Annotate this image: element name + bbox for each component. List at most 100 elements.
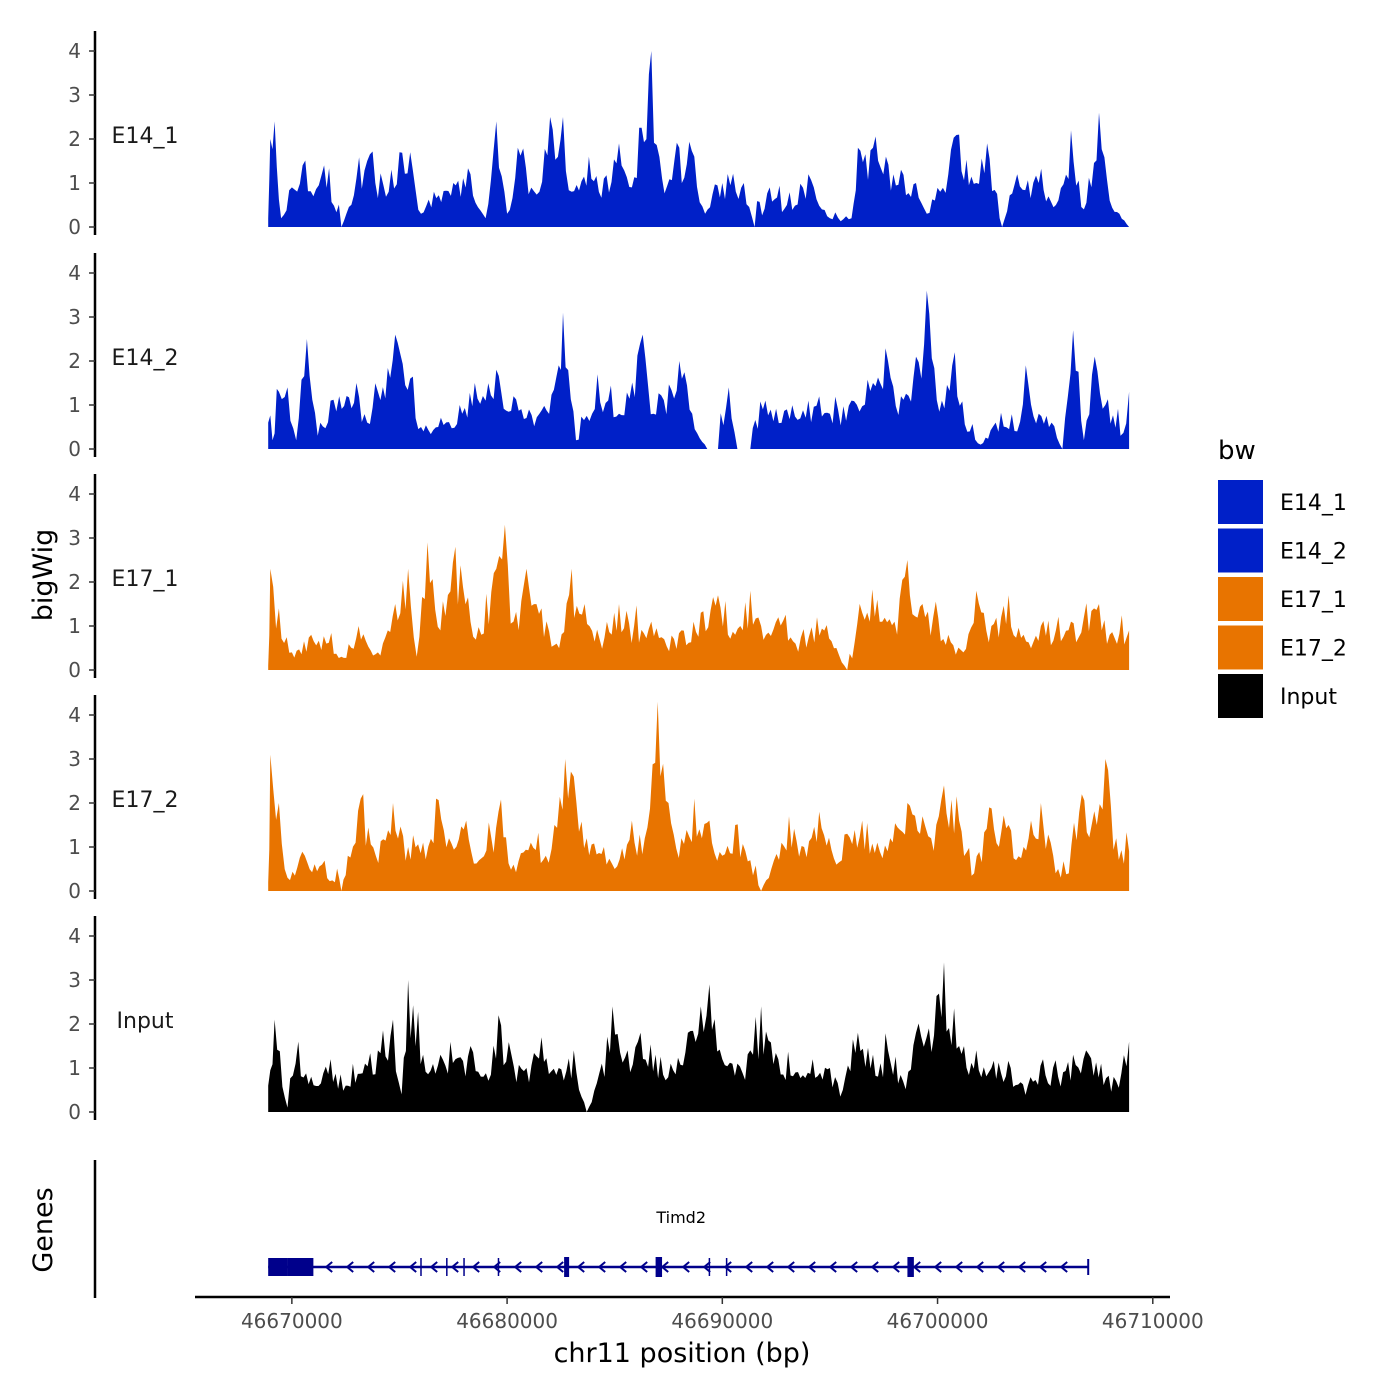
legend-label: E14_1 <box>1280 491 1347 516</box>
y-tick-label: 4 <box>68 39 81 63</box>
y-tick-label: 0 <box>68 215 81 239</box>
legend-item: E14_2 <box>1218 528 1347 573</box>
legend-title: bw <box>1218 436 1256 466</box>
genes-axis-title: Genes <box>28 1187 59 1272</box>
coverage-area <box>268 51 1130 227</box>
strand-arrow <box>975 1261 984 1273</box>
strand-arrow <box>660 1261 669 1273</box>
strand-arrow <box>555 1261 564 1273</box>
legend-label: Input <box>1280 685 1337 710</box>
y-tick-label: 2 <box>68 570 81 594</box>
y-tick-label: 4 <box>68 924 81 948</box>
y-tick-label: 0 <box>68 437 81 461</box>
y-tick-label: 0 <box>68 1100 81 1124</box>
legend-swatch <box>1218 674 1263 718</box>
legend-swatch <box>1218 480 1263 524</box>
y-tick-label: 0 <box>68 879 81 903</box>
strand-arrow <box>1059 1261 1068 1273</box>
strand-arrow <box>870 1261 879 1273</box>
strand-arrow <box>366 1261 375 1273</box>
strand-arrow <box>933 1261 942 1273</box>
x-axis: 46670000 46680000 46690000 46700000 46710000 <box>195 1295 1204 1333</box>
y-tick-label: 1 <box>68 614 81 638</box>
strand-arrow <box>597 1261 606 1273</box>
strand-arrow <box>1017 1261 1026 1273</box>
coverage-area <box>268 962 1130 1112</box>
strand-arrow <box>828 1261 837 1273</box>
exon <box>907 1257 914 1277</box>
y-tick-label: 1 <box>68 1056 81 1080</box>
strand-arrow <box>408 1261 417 1273</box>
x-tick-label: 46700000 <box>887 1309 989 1333</box>
legend-label: E17_1 <box>1280 588 1347 613</box>
track-label: E17_1 <box>112 567 179 592</box>
y-tick-label: 3 <box>68 526 81 550</box>
y-tick-label: 1 <box>68 393 81 417</box>
exon <box>564 1257 570 1277</box>
y-tick-label: 2 <box>68 791 81 815</box>
strand-arrow <box>744 1261 753 1273</box>
legend-item: Input <box>1218 674 1337 718</box>
strand-arrow <box>702 1261 711 1273</box>
strand-arrow <box>912 1261 921 1273</box>
strand-arrow <box>639 1261 648 1273</box>
exon <box>655 1257 663 1277</box>
strand-arrow <box>807 1261 816 1273</box>
strand-arrow <box>1038 1261 1047 1273</box>
y-axis-title: bigWig <box>28 529 59 622</box>
track-label: E14_1 <box>112 124 179 149</box>
track-label: E14_2 <box>112 346 179 371</box>
y-tick-label: 3 <box>68 305 81 329</box>
y-tick-label: 0 <box>68 658 81 682</box>
x-tick-label: 46690000 <box>671 1309 773 1333</box>
coverage-area <box>268 524 1130 670</box>
strand-arrow <box>954 1261 963 1273</box>
track-label: Input <box>117 1009 174 1034</box>
legend-swatch <box>1218 625 1263 670</box>
strand-arrow <box>618 1261 627 1273</box>
gene-track: Timd2 <box>93 1160 1090 1298</box>
coverage-area <box>268 290 1130 449</box>
strand-arrow <box>387 1261 396 1273</box>
strand-arrow <box>786 1261 795 1273</box>
strand-arrow <box>723 1261 732 1273</box>
y-tick-label: 3 <box>68 83 81 107</box>
strand-arrow <box>849 1261 858 1273</box>
x-tick-label: 46670000 <box>241 1309 343 1333</box>
y-tick-label: 4 <box>68 482 81 506</box>
strand-arrow <box>891 1261 900 1273</box>
exon <box>268 1258 288 1276</box>
track-e17-1: 0 1 2 3 4 E17_1 <box>68 474 1130 682</box>
legend: bw E14_1 E14_2 E17_1 E17_2 Input <box>1218 436 1347 718</box>
y-tick-label: 2 <box>68 349 81 373</box>
legend-label: E17_2 <box>1280 637 1347 662</box>
gene-label: Timd2 <box>655 1208 706 1227</box>
y-tick-label: 4 <box>68 703 81 727</box>
coverage-area <box>268 701 1130 891</box>
y-tick-label: 3 <box>68 968 81 992</box>
bigwig-tracks: 0 1 2 3 4 E14_1 0 1 2 3 4 E14_2 0 1 2 3 4 E17_1 0 1 2 3 4 E17_2… <box>68 31 1130 1124</box>
legend-item: E14_1 <box>1218 480 1347 524</box>
x-tick-label: 46680000 <box>456 1309 558 1333</box>
y-tick-label: 2 <box>68 1012 81 1036</box>
strand-arrow <box>450 1261 459 1273</box>
legend-item: E17_2 <box>1218 625 1347 670</box>
y-tick-label: 1 <box>68 835 81 859</box>
y-tick-label: 2 <box>68 127 81 151</box>
strand-arrow <box>429 1261 438 1273</box>
strand-arrow <box>681 1261 690 1273</box>
x-axis-title: chr11 position (bp) <box>554 1338 811 1369</box>
strand-arrow <box>576 1261 585 1273</box>
strand-arrow <box>765 1261 774 1273</box>
strand-arrow <box>513 1261 522 1273</box>
track-label: E17_2 <box>112 788 179 813</box>
gene-timd2: Timd2 <box>268 1208 1090 1277</box>
y-tick-label: 3 <box>68 747 81 771</box>
strand-arrow <box>471 1261 480 1273</box>
track-e14-2: 0 1 2 3 4 E14_2 <box>68 253 1130 461</box>
track-input: 0 1 2 3 4 Input <box>68 916 1130 1124</box>
strand-arrow <box>345 1261 354 1273</box>
legend-swatch <box>1218 577 1263 621</box>
track-e14-1: 0 1 2 3 4 E14_1 <box>68 31 1130 239</box>
